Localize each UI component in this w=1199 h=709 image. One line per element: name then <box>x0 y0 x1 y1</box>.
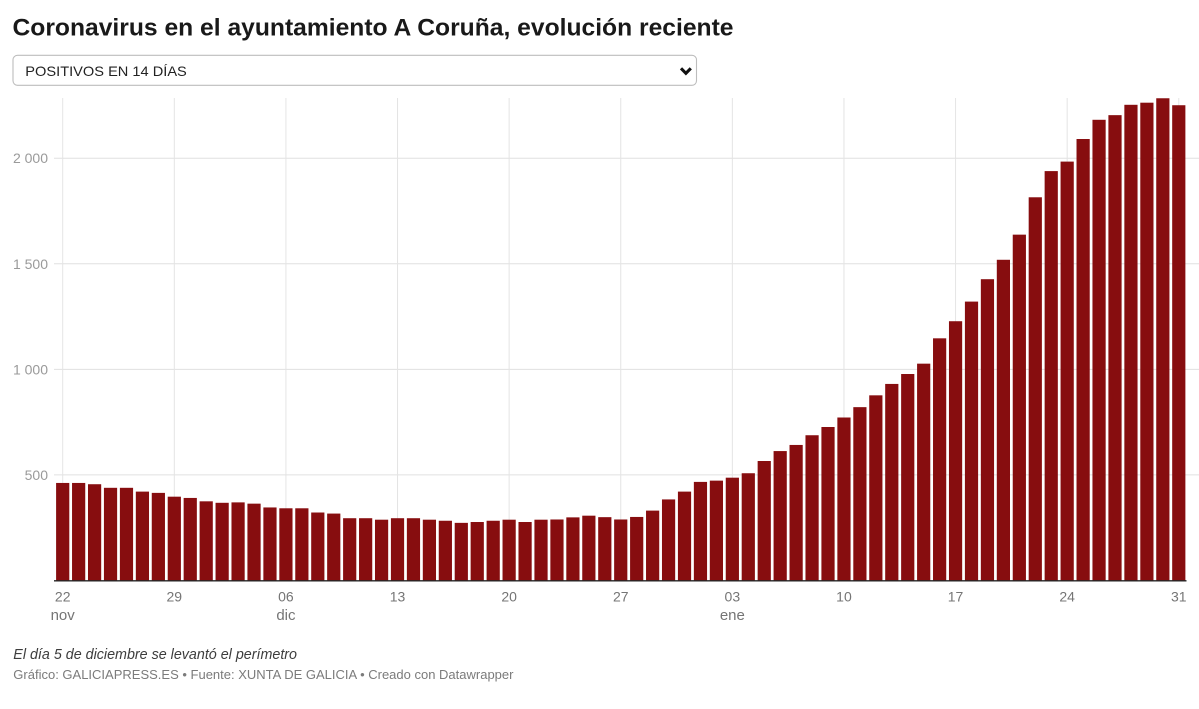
svg-text:nov: nov <box>51 607 76 624</box>
svg-text:1 500: 1 500 <box>13 256 48 272</box>
svg-text:1 000: 1 000 <box>13 361 48 377</box>
svg-text:Gráfico: GALICIAPRESS.ES • Fue: Gráfico: GALICIAPRESS.ES • Fuente: XUNTA… <box>13 667 514 682</box>
svg-text:13: 13 <box>390 589 406 605</box>
svg-text:El día 5 de diciembre se levan: El día 5 de diciembre se levantó el perí… <box>13 647 297 663</box>
svg-text:29: 29 <box>167 589 183 605</box>
svg-text:POSITIVOS EN 14 DÍAS: POSITIVOS EN 14 DÍAS <box>25 63 187 79</box>
svg-text:ene: ene <box>720 607 745 624</box>
svg-text:17: 17 <box>948 589 964 605</box>
svg-text:03: 03 <box>725 589 741 605</box>
svg-text:dic: dic <box>276 607 296 624</box>
svg-text:27: 27 <box>613 589 629 605</box>
svg-text:20: 20 <box>501 589 517 605</box>
svg-text:10: 10 <box>836 589 852 605</box>
svg-text:06: 06 <box>278 589 294 605</box>
svg-text:2 000: 2 000 <box>13 150 48 166</box>
svg-text:31: 31 <box>1171 589 1187 605</box>
svg-text:500: 500 <box>25 467 49 483</box>
svg-text:Coronavirus en el ayuntamiento: Coronavirus en el ayuntamiento A Coruña,… <box>13 15 734 42</box>
svg-text:22: 22 <box>55 589 71 605</box>
svg-text:24: 24 <box>1059 589 1075 605</box>
